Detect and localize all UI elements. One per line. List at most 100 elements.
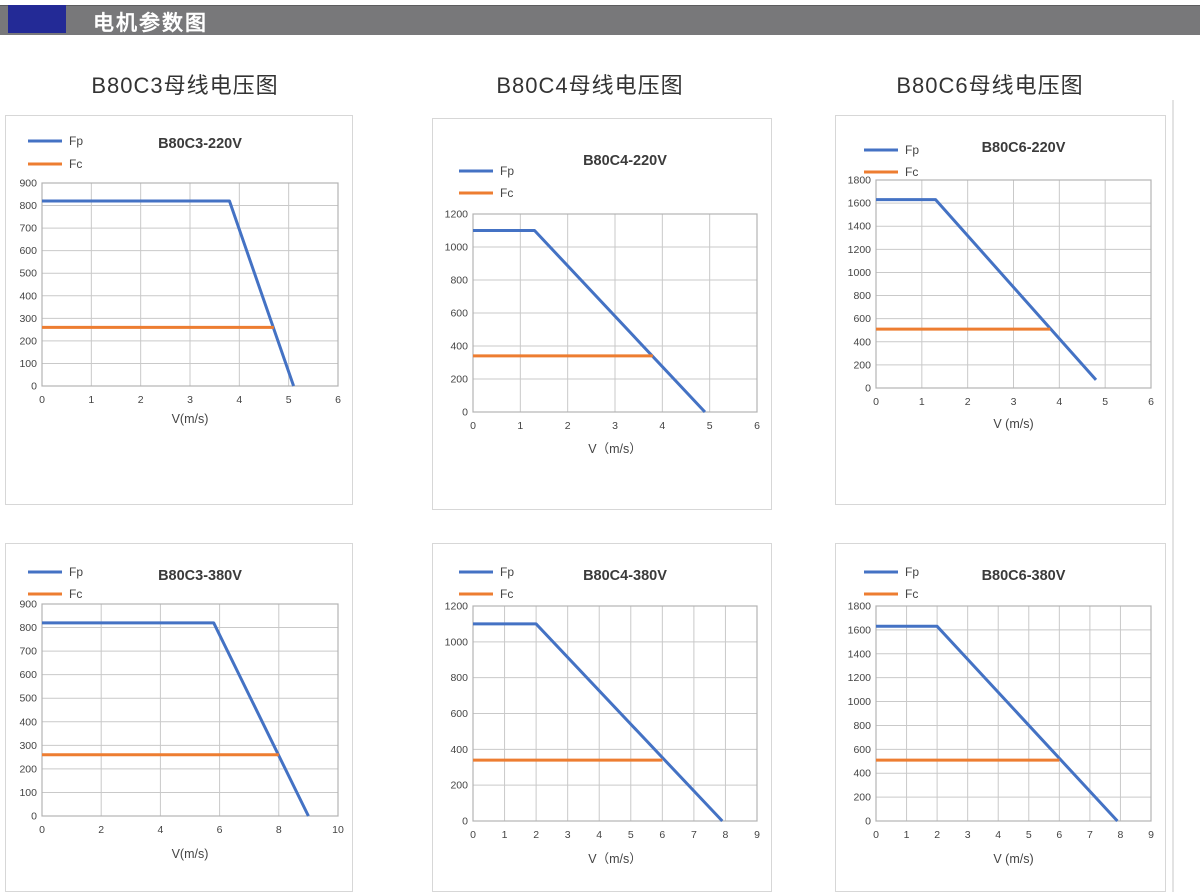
chart-B80C6-220V: 0 200 400 600 800 1000 1200 1400 1600 1800 0 1 2 3 4 5 6… (848, 140, 1154, 431)
x-tick-label: 1 (517, 420, 523, 432)
legend-fp-label: Fp (905, 565, 919, 579)
x-tick-label: 7 (691, 829, 697, 841)
y-tick-label: 800 (450, 672, 468, 684)
header-accent-block (8, 5, 66, 33)
legend-fp-label: Fp (69, 134, 83, 148)
fp-line (876, 198, 1098, 381)
column-title-b80c3: B80C3母线电压图 (91, 73, 279, 98)
x-tick-label: 0 (873, 396, 879, 408)
y-tick-label: 600 (19, 245, 37, 257)
legend-fp-label: Fp (500, 565, 514, 579)
y-tick-label: 400 (853, 768, 871, 780)
x-tick-label: 3 (565, 829, 571, 841)
y-tick-label: 1400 (848, 221, 872, 233)
x-tick-label: 5 (1102, 396, 1108, 408)
header-bar (0, 5, 1200, 35)
y-tick-label: 0 (865, 816, 871, 828)
plot-area (41, 603, 339, 817)
x-tick-label: 5 (707, 420, 713, 432)
y-tick-label: 300 (19, 740, 37, 752)
x-axis-label: V (m/s) (993, 417, 1033, 431)
x-tick-label: 0 (470, 420, 476, 432)
fp-line (42, 621, 310, 817)
y-tick-label: 1000 (445, 242, 469, 254)
y-tick-label: 1200 (848, 672, 872, 684)
gridlines (875, 605, 1152, 822)
legend-fp-label: Fp (500, 164, 514, 178)
legend-fp-label: Fp (69, 565, 83, 579)
x-tick-label: 1 (502, 829, 508, 841)
y-tick-label: 100 (19, 787, 37, 799)
chart-title: B80C3-380V (158, 568, 242, 584)
y-tick-label: 0 (462, 407, 468, 419)
x-tick-label: 8 (276, 824, 282, 836)
chart-B80C6-380V: 0 200 400 600 800 1000 1200 1400 1600 1800 0 1 2 3 4 5 6… (848, 565, 1154, 866)
y-tick-label: 400 (19, 290, 37, 302)
plot-area (41, 182, 339, 387)
x-tick-label: 5 (628, 829, 634, 841)
x-tick-label: 3 (1011, 396, 1017, 408)
y-tick-label: 500 (19, 693, 37, 705)
x-tick-label: 1 (919, 396, 925, 408)
x-tick-label: 10 (332, 824, 344, 836)
fp-line (876, 624, 1119, 823)
chart-B80C3-380V: 0 100 200 300 400 500 600 700 800 900 0 2 4 6 8 10 V(m/s… (19, 565, 344, 861)
x-tick-label: 6 (217, 824, 223, 836)
x-tick-label: 2 (934, 829, 940, 841)
x-axis-label: V(m/s) (172, 847, 209, 861)
y-tick-label: 600 (19, 669, 37, 681)
y-tick-label: 1600 (848, 624, 872, 636)
y-tick-label: 200 (853, 792, 871, 804)
y-tick-label: 100 (19, 358, 37, 370)
x-tick-label: 3 (965, 829, 971, 841)
y-tick-label: 400 (853, 336, 871, 348)
y-tick-label: 1800 (848, 175, 872, 187)
y-tick-label: 1000 (848, 267, 872, 279)
x-tick-label: 4 (1056, 396, 1062, 408)
gridlines (875, 179, 1152, 389)
y-tick-label: 1000 (445, 636, 469, 648)
chart-panel-b80c4-380v: 0 200 400 600 800 1000 1200 0 1 2 3 4 5 6 7 8 9 V（m/s） B80… (432, 543, 772, 892)
chart-title: B80C6-220V (982, 140, 1066, 156)
x-tick-label: 4 (596, 829, 602, 841)
legend-fp-label: Fp (905, 143, 919, 157)
x-tick-label: 4 (157, 824, 163, 836)
legend-fc-label: Fc (905, 587, 918, 601)
chart-title: B80C3-220V (158, 136, 242, 152)
gridlines (472, 213, 758, 413)
y-tick-label: 1200 (445, 601, 469, 613)
y-tick-label: 0 (462, 816, 468, 828)
chart-panel-b80c6-380v: 0 200 400 600 800 1000 1200 1400 1600 1800 0 1 2 3 4 5 6… (835, 543, 1166, 892)
x-tick-label: 6 (754, 420, 760, 432)
y-tick-label: 800 (19, 200, 37, 212)
x-tick-label: 2 (533, 829, 539, 841)
legend-fc-label: Fc (905, 165, 918, 179)
chart-panel-b80c3-220v: 0 100 200 300 400 500 600 700 800 900 0 1 2 3 4 5 6 V(m/s… (5, 115, 353, 505)
x-tick-label: 5 (1026, 829, 1032, 841)
y-tick-label: 0 (865, 383, 871, 395)
y-tick-label: 600 (450, 308, 468, 320)
y-tick-label: 1600 (848, 198, 872, 210)
chart-B80C3-220V: 0 100 200 300 400 500 600 700 800 900 0 1 2 3 4 5 6 V(m/s… (19, 134, 341, 426)
y-tick-label: 200 (853, 359, 871, 371)
x-tick-label: 9 (1148, 829, 1154, 841)
chart-title: B80C4-220V (583, 153, 667, 169)
legend-fc-label: Fc (500, 186, 513, 200)
x-tick-label: 0 (873, 829, 879, 841)
y-tick-label: 600 (853, 744, 871, 756)
x-tick-label: 6 (1056, 829, 1062, 841)
chart-panel-b80c4-220v: 0 200 400 600 800 1000 1200 0 1 2 3 4 5 6 V（m/s） B80C4-… (432, 118, 772, 510)
gridlines (472, 605, 758, 822)
y-tick-label: 1000 (848, 696, 872, 708)
plot-area (875, 179, 1152, 389)
gridlines (41, 182, 339, 387)
x-tick-label: 2 (565, 420, 571, 432)
page-edge-rule (1172, 100, 1174, 892)
chart-panel-b80c3-380v: 0 100 200 300 400 500 600 700 800 900 0 2 4 6 8 10 V(m/s… (5, 543, 353, 892)
x-tick-label: 2 (965, 396, 971, 408)
y-tick-label: 600 (450, 708, 468, 720)
y-tick-label: 200 (19, 335, 37, 347)
x-tick-label: 6 (335, 394, 341, 406)
plot-area (472, 605, 758, 822)
x-axis-label: V（m/s） (588, 442, 641, 456)
